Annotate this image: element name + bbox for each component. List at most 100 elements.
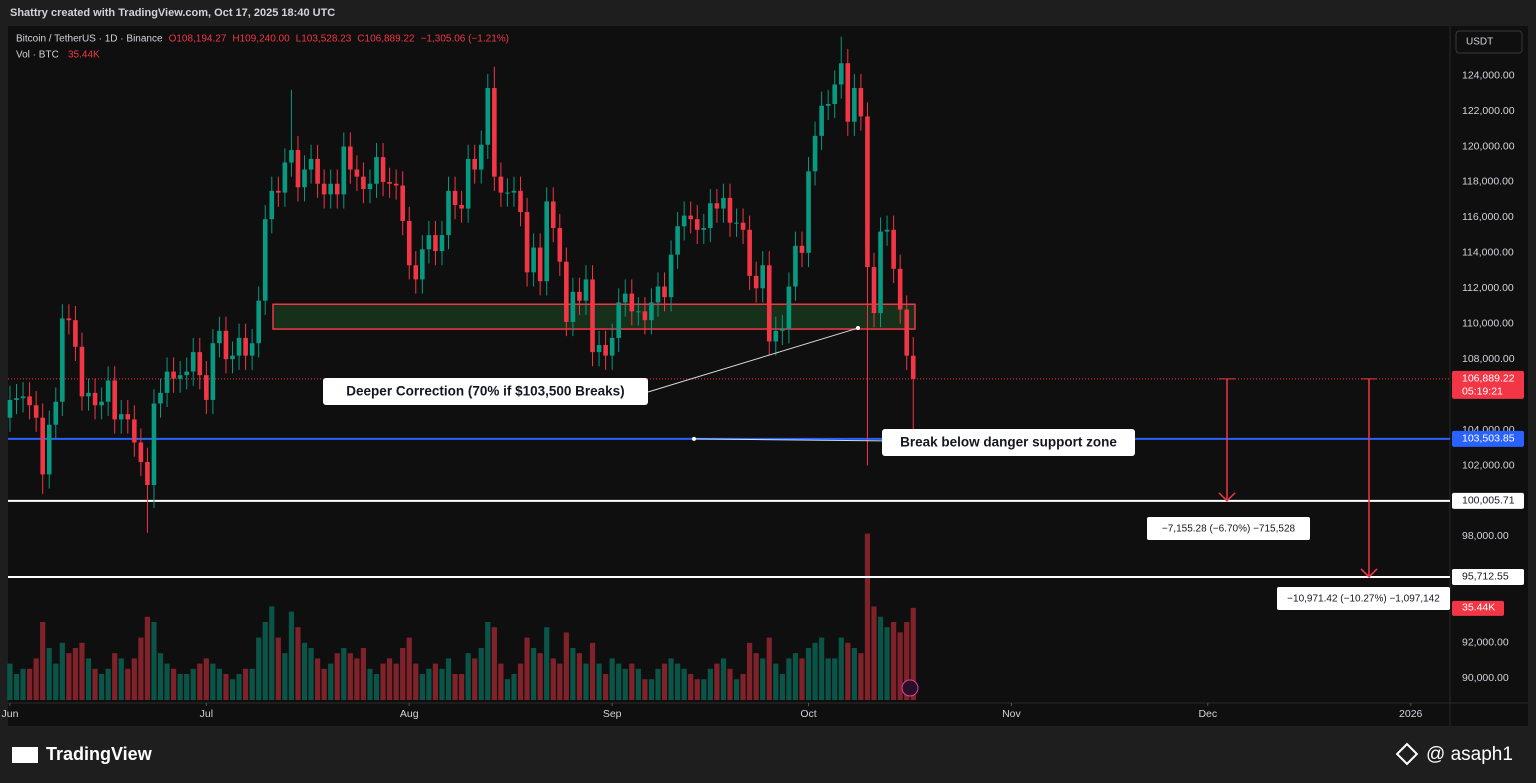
candle-body: [629, 293, 635, 312]
candle-body: [910, 355, 916, 379]
candle-body: [295, 150, 301, 188]
level-label: 95,712.55: [1462, 571, 1509, 583]
candle-body: [766, 265, 772, 342]
x-tick-label: Jun: [1, 708, 18, 720]
volume-bar: [439, 668, 445, 700]
x-tick-label: Nov: [1002, 708, 1021, 720]
candle-body: [86, 392, 91, 397]
volume-bar: [138, 637, 144, 700]
candle-body: [721, 197, 726, 209]
measure-label: −7,155.28 (−6.70%) −715,528: [1162, 524, 1296, 535]
volume-bar: [243, 668, 249, 700]
candle-body: [217, 330, 222, 344]
volume-bar: [341, 648, 347, 700]
volume-bar: [478, 648, 484, 700]
y-tick-label: 120,000.00: [1462, 140, 1515, 152]
level-label-box: [1452, 430, 1524, 447]
candle-body: [439, 235, 445, 252]
candle-body: [760, 265, 766, 289]
x-tick-label: Sep: [603, 708, 622, 720]
candle-body: [701, 228, 707, 230]
volume-bar: [766, 637, 772, 700]
candle-body: [786, 286, 792, 330]
candle-body: [132, 419, 137, 443]
candle-body: [302, 169, 307, 188]
volume-bar: [360, 648, 367, 700]
volume-bar: [485, 622, 491, 700]
candle-body: [858, 88, 864, 117]
volume-bar: [249, 668, 255, 700]
candle-body: [498, 176, 504, 193]
volume-bar: [197, 663, 203, 700]
volume-bar: [701, 679, 707, 700]
volume-bar: [321, 668, 327, 700]
volume-bar: [845, 642, 851, 700]
volume-bar: [675, 663, 681, 700]
candle-body: [832, 84, 838, 104]
volume-bar: [629, 663, 635, 700]
chart-area: [8, 26, 1528, 726]
ohlc-legend: L103,528.23: [296, 34, 352, 45]
y-tick-label: 92,000.00: [1462, 637, 1509, 649]
volume-bar: [295, 627, 301, 700]
candle-body: [904, 309, 910, 356]
level-label-box: [1452, 492, 1524, 509]
volume-bar: [727, 668, 733, 700]
volume-bar: [387, 658, 393, 700]
y-tick-label: 98,000.00: [1462, 530, 1509, 542]
candle-body: [433, 235, 438, 252]
volume-bar: [786, 658, 792, 700]
candle-body: [734, 222, 739, 224]
volume-bar: [694, 679, 700, 700]
y-tick-label: 108,000.00: [1462, 353, 1515, 365]
volume-bar: [557, 663, 563, 700]
volume-bar: [733, 679, 740, 700]
volume-bar: [99, 674, 105, 700]
y-tick-label: 118,000.00: [1462, 176, 1514, 188]
volume-bar: [904, 622, 910, 700]
volume-bar: [544, 627, 550, 700]
candle-body: [550, 201, 556, 229]
candle-body: [865, 116, 870, 268]
author: @ asaph1: [1426, 744, 1513, 765]
candle-body: [636, 311, 641, 313]
candle-body: [321, 183, 327, 195]
volume-bar: [275, 637, 281, 700]
volume-bar: [315, 658, 321, 700]
candle-body: [557, 228, 563, 262]
candle-body: [99, 401, 104, 406]
annotation-line: [647, 327, 859, 393]
y-tick-label: 102,000.00: [1462, 459, 1515, 471]
volume-bar: [144, 616, 151, 700]
volume-label: 35.44K: [1462, 602, 1495, 614]
candle-body: [891, 229, 896, 269]
candle-body: [505, 192, 510, 194]
volume-bar: [66, 653, 72, 700]
volume-bar: [491, 627, 497, 700]
candle-body: [485, 88, 491, 145]
candle-body: [806, 171, 811, 253]
volume-bar: [301, 642, 308, 700]
candle-body: [66, 318, 72, 321]
candle-body: [79, 346, 85, 397]
volume-bar: [589, 642, 596, 700]
volume-bar: [648, 679, 655, 700]
x-tick-label: Jul: [200, 708, 213, 720]
volume-bar: [871, 606, 877, 700]
candle-body: [348, 146, 353, 170]
currency[interactable]: USDT: [1466, 37, 1493, 48]
volume-bar: [747, 642, 753, 700]
candle-body: [622, 293, 628, 303]
candle-body: [753, 275, 759, 289]
candle-body: [105, 380, 111, 402]
candle-body: [14, 398, 19, 400]
volume-bar: [262, 622, 268, 700]
currency-box[interactable]: [1455, 30, 1523, 54]
candle-body: [819, 105, 824, 136]
volume-bar: [511, 674, 517, 700]
measure-label-box: [1277, 587, 1450, 610]
candle-body: [747, 229, 752, 276]
candle-body: [780, 329, 785, 331]
volume-bar: [92, 668, 98, 700]
